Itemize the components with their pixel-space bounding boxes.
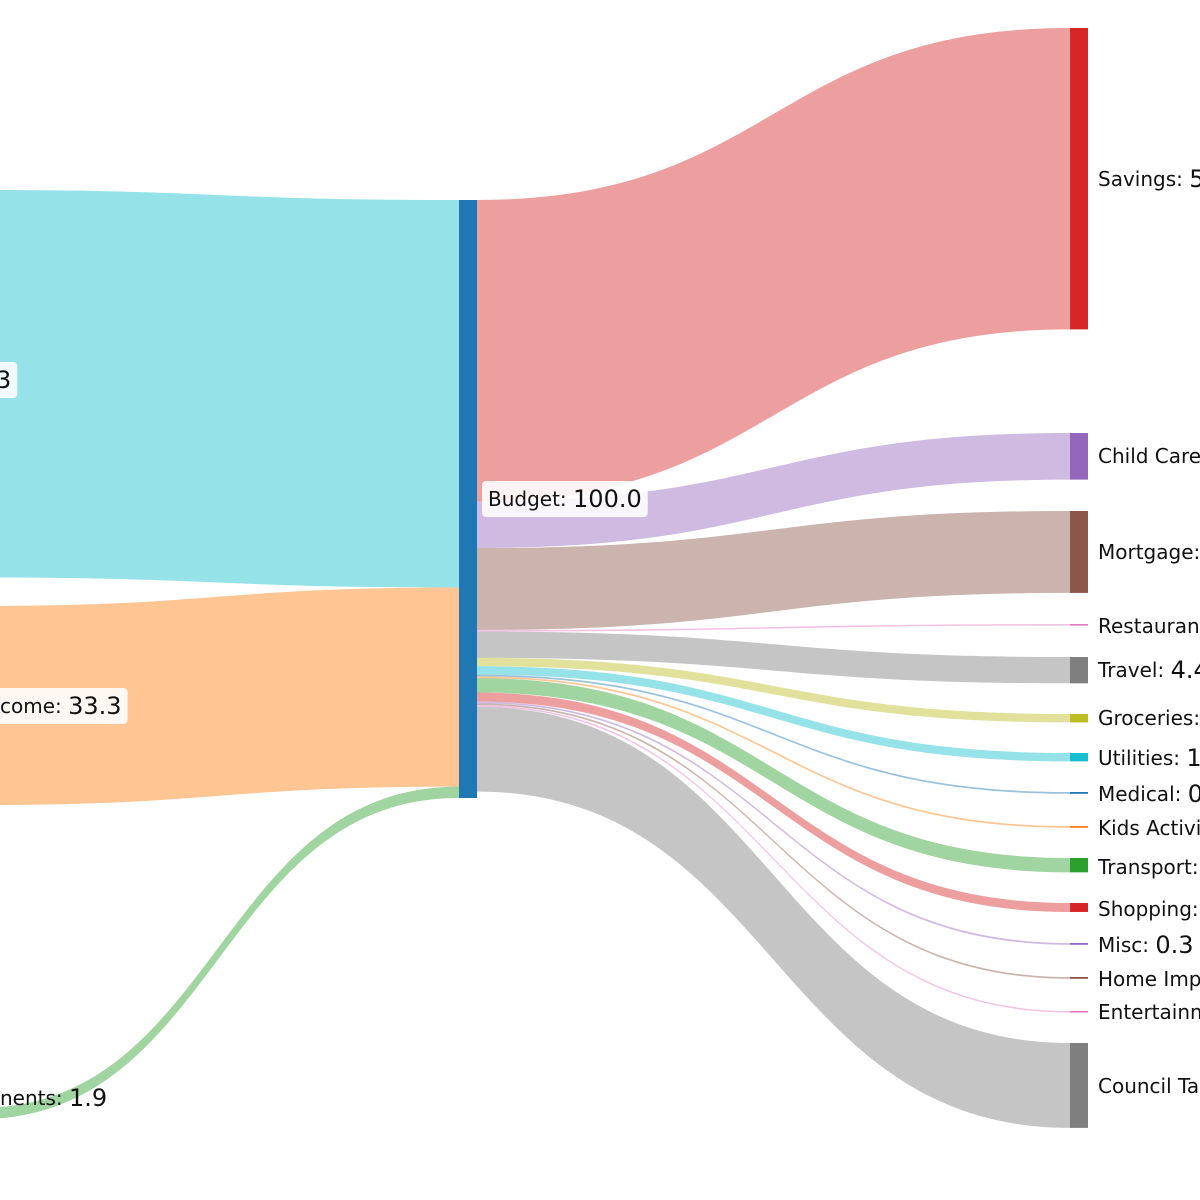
- label-groceries: Groceries:: [1098, 706, 1200, 730]
- label-homeimp: Home Imp: [1098, 967, 1200, 991]
- label-entertainment: Entertainm: [1098, 1000, 1200, 1024]
- node-transport[interactable]: [1070, 858, 1088, 873]
- svg-text:Kids Activi: Kids Activi: [1098, 816, 1200, 840]
- svg-text:Transport:: Transport:: [1097, 855, 1199, 879]
- label-budget: Budget: 100.0: [482, 481, 648, 517]
- svg-text:Entertainm: Entertainm: [1098, 1000, 1200, 1024]
- link-budget-to-counciltax[interactable]: [477, 706, 1070, 1128]
- label-misc: Misc: 0.3: [1098, 931, 1194, 959]
- node-mortgage[interactable]: [1070, 511, 1088, 593]
- node-shopping[interactable]: [1070, 903, 1088, 912]
- node-travel[interactable]: [1070, 657, 1088, 684]
- link-budget-to-savings[interactable]: [477, 28, 1070, 502]
- sankey-nodes: [459, 28, 1088, 1128]
- node-childcare[interactable]: [1070, 433, 1088, 480]
- label-shopping: Shopping:: [1098, 897, 1199, 921]
- link-budget-to-restaurants[interactable]: [477, 624, 1070, 632]
- label-investments: nents: 1.9: [0, 1084, 107, 1112]
- svg-text:3: 3: [0, 366, 11, 394]
- svg-text:Restauran: Restauran: [1098, 614, 1200, 638]
- label-mortgage: Mortgage:: [1098, 540, 1200, 564]
- node-counciltax[interactable]: [1070, 1043, 1088, 1128]
- label-childcare: Child Care: [1098, 444, 1200, 468]
- link-budget-to-groceries[interactable]: [477, 657, 1070, 723]
- svg-text:Groceries:: Groceries:: [1098, 706, 1200, 730]
- link-budget-to-medical[interactable]: [477, 674, 1070, 794]
- svg-text:Misc: 0.3: Misc: 0.3: [1098, 931, 1194, 959]
- node-utilities[interactable]: [1070, 753, 1088, 762]
- node-savings[interactable]: [1070, 28, 1088, 330]
- svg-text:Travel: 4.4: Travel: 4.4: [1097, 656, 1200, 684]
- node-entertainment[interactable]: [1070, 1011, 1088, 1013]
- link-budget-to-childcare[interactable]: [477, 433, 1070, 549]
- svg-text:Home Imp: Home Imp: [1098, 967, 1200, 991]
- label-utilities: Utilities: 1.: [1098, 744, 1200, 772]
- svg-text:Child Care: Child Care: [1098, 444, 1200, 468]
- label-transport: Transport:: [1097, 855, 1199, 879]
- label-counciltax: Council Ta: [1098, 1074, 1199, 1098]
- link-budget-to-travel[interactable]: [477, 631, 1070, 684]
- label-medical: Medical: 0: [1098, 780, 1200, 808]
- svg-text:Medical: 0: Medical: 0: [1098, 780, 1200, 808]
- link-budget-to-shopping[interactable]: [477, 692, 1070, 912]
- label-savings: Savings: 5: [1098, 165, 1200, 193]
- label-restaurants: Restauran: [1098, 614, 1200, 638]
- sankey-links: [0, 28, 1070, 1128]
- label-primary: 3: [0, 362, 18, 398]
- link-budget-to-mortgage[interactable]: [477, 511, 1070, 630]
- link-primary-to-budget[interactable]: [0, 190, 459, 588]
- link-budget-to-misc[interactable]: [477, 701, 1070, 945]
- link-investments-to-budget[interactable]: [0, 786, 459, 1120]
- label-secondary: come: 33.3: [0, 688, 128, 724]
- svg-text:come: 33.3: come: 33.3: [0, 692, 122, 720]
- svg-text:Utilities: 1.: Utilities: 1.: [1098, 744, 1200, 772]
- svg-text:nents: 1.9: nents: 1.9: [0, 1084, 107, 1112]
- label-kids: Kids Activi: [1098, 816, 1200, 840]
- label-travel: Travel: 4.4: [1097, 656, 1200, 684]
- link-budget-to-kids[interactable]: [477, 676, 1070, 828]
- node-homeimp[interactable]: [1070, 977, 1088, 979]
- svg-text:Council Ta: Council Ta: [1098, 1074, 1199, 1098]
- svg-text:Budget: 100.0: Budget: 100.0: [488, 485, 642, 513]
- node-misc[interactable]: [1070, 943, 1088, 945]
- node-budget[interactable]: [459, 200, 477, 798]
- node-kids[interactable]: [1070, 826, 1088, 828]
- svg-text:Mortgage:: Mortgage:: [1098, 540, 1200, 564]
- svg-text:Savings: 5: Savings: 5: [1098, 165, 1200, 193]
- sankey-labels: 3 come: 33.3 nents: 1.9 Budget: 100.0 Saving…: [0, 165, 1200, 1112]
- node-groceries[interactable]: [1070, 714, 1088, 723]
- link-budget-to-homeimp[interactable]: [477, 703, 1070, 979]
- link-budget-to-transport[interactable]: [477, 678, 1070, 873]
- node-medical[interactable]: [1070, 792, 1088, 794]
- svg-text:Shopping:: Shopping:: [1098, 897, 1199, 921]
- link-budget-to-entertainment[interactable]: [477, 705, 1070, 1013]
- node-restaurants[interactable]: [1070, 624, 1088, 626]
- link-secondary-to-budget[interactable]: [0, 587, 459, 806]
- link-budget-to-utilities[interactable]: [477, 666, 1070, 762]
